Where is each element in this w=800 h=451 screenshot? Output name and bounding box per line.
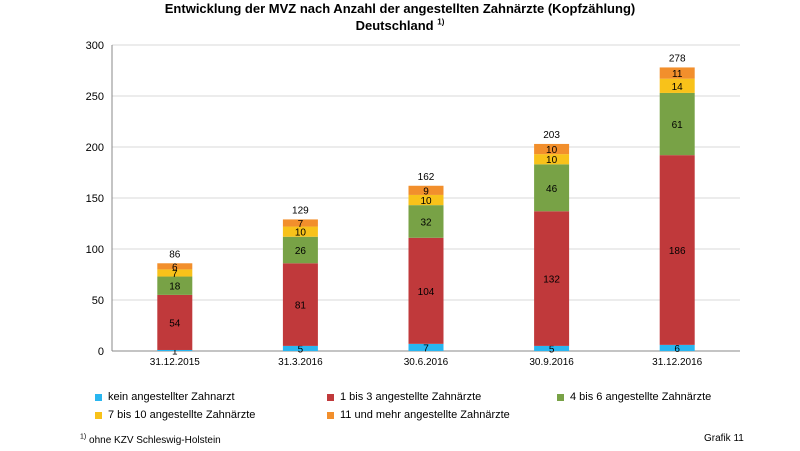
data-label: 6 [674, 344, 680, 355]
data-label: 186 [669, 246, 686, 257]
bar-segment [534, 154, 570, 165]
data-label: 10 [546, 145, 558, 156]
bar-segment [659, 344, 695, 351]
legend-swatch [327, 393, 334, 401]
data-label: 5 [549, 344, 555, 355]
legend-label: 4 bis 6 angestellte Zahnärzte [570, 391, 712, 403]
bar-segment [408, 343, 444, 351]
subtitle-footnote-mark: 1) [437, 17, 445, 27]
legend-item: 1 bis 3 angestellte Zahnärzte [327, 391, 481, 403]
x-tick-label: 31.12.2016 [652, 357, 702, 368]
data-label: 14 [672, 82, 684, 93]
y-tick-label: 50 [92, 295, 104, 307]
bar-segment [282, 236, 318, 264]
data-label: 10 [295, 228, 307, 239]
chart-title-block: Entwicklung der MVZ nach Anzahl der ange… [0, 0, 800, 34]
x-tick-label: 30.9.2016 [529, 357, 574, 368]
bar-segment [157, 269, 193, 277]
data-label: 18 [169, 282, 181, 293]
bar-segment [408, 194, 444, 206]
bar-segment [659, 67, 695, 79]
legend-item: 11 und mehr angestellte Zahnärzte [327, 409, 510, 421]
data-label: 81 [295, 301, 307, 312]
data-label: 7 [423, 343, 429, 354]
x-tick-label: 31.3.2016 [278, 357, 323, 368]
y-tick-label: 300 [86, 40, 104, 52]
total-label: 162 [418, 172, 435, 183]
data-label: 54 [169, 318, 181, 329]
bar-segment [157, 263, 193, 270]
footnote-text: ohne KZV Schleswig-Holstein [89, 435, 221, 446]
data-label: 10 [420, 196, 432, 207]
bar-segment [282, 263, 318, 346]
data-label: 26 [295, 246, 307, 257]
legend-swatch [557, 393, 564, 401]
bar-segment [408, 205, 444, 238]
data-label: 104 [418, 287, 435, 298]
bar-segment [659, 78, 695, 93]
legend-swatch [95, 393, 102, 401]
bar-segment [534, 164, 570, 212]
bar-segment [408, 237, 444, 344]
bar-segment [282, 226, 318, 237]
x-tick-label: 30.6.2016 [404, 357, 449, 368]
legend-swatch [327, 411, 334, 419]
y-tick-label: 200 [86, 142, 104, 154]
figure-label: Grafik 11 [704, 433, 744, 444]
y-tick-label: 250 [86, 91, 104, 103]
legend-item: 7 bis 10 angestellte Zahnärzte [95, 409, 255, 421]
bar-segment [534, 211, 570, 346]
total-label: 278 [669, 53, 686, 64]
data-label: 132 [543, 275, 560, 286]
data-label: 9 [423, 186, 429, 197]
bar-segment [157, 294, 193, 350]
chart-subtitle-line: Deutschland 1) [0, 17, 800, 34]
data-label: 61 [672, 120, 684, 131]
bar-segment [534, 345, 570, 351]
bar-segment [282, 345, 318, 351]
data-label: 6 [172, 262, 178, 273]
data-label: 10 [546, 155, 558, 166]
data-label: 32 [420, 217, 432, 228]
bar-segment [157, 276, 193, 295]
footnote: 1) ohne KZV Schleswig-Holstein [80, 433, 221, 446]
y-tick-label: 150 [86, 193, 104, 205]
footnote-mark: 1) [80, 433, 87, 441]
legend-label: 1 bis 3 angestellte Zahnärzte [340, 391, 482, 403]
x-tick-label: 31.12.2015 [150, 357, 200, 368]
total-label: 129 [292, 205, 309, 216]
bar-segment [282, 219, 318, 227]
bar-segment [659, 92, 695, 156]
legend-item: kein angestellter Zahnarzt [95, 391, 235, 403]
stacked-bar-chart: 05010015020025030015418768631.12.2015581… [86, 40, 740, 368]
legend-label: 11 und mehr angestellte Zahnärzte [340, 409, 510, 421]
chart-title: Entwicklung der MVZ nach Anzahl der ange… [164, 1, 636, 16]
data-label: 46 [546, 184, 558, 195]
bar-segment [534, 143, 570, 155]
y-tick-label: 0 [98, 346, 104, 358]
bar-segment [157, 349, 193, 351]
total-label: 203 [543, 130, 560, 141]
legend-swatch [95, 411, 102, 419]
total-label: 86 [169, 249, 181, 260]
data-label: 7 [172, 269, 178, 280]
legend-label: 7 bis 10 angestellte Zahnärzte [108, 409, 256, 421]
legend-item: 4 bis 6 angestellte Zahnärzte [557, 391, 711, 403]
data-label: 7 [298, 219, 304, 230]
legend-label: kein angestellter Zahnarzt [108, 391, 235, 403]
bar-segment [408, 185, 444, 195]
data-label: 1 [172, 346, 178, 357]
chart-subtitle: Deutschland [355, 18, 434, 33]
data-label: 11 [672, 69, 683, 80]
data-label: 5 [298, 344, 304, 355]
bar-segment [659, 155, 695, 345]
y-tick-label: 100 [86, 244, 104, 256]
